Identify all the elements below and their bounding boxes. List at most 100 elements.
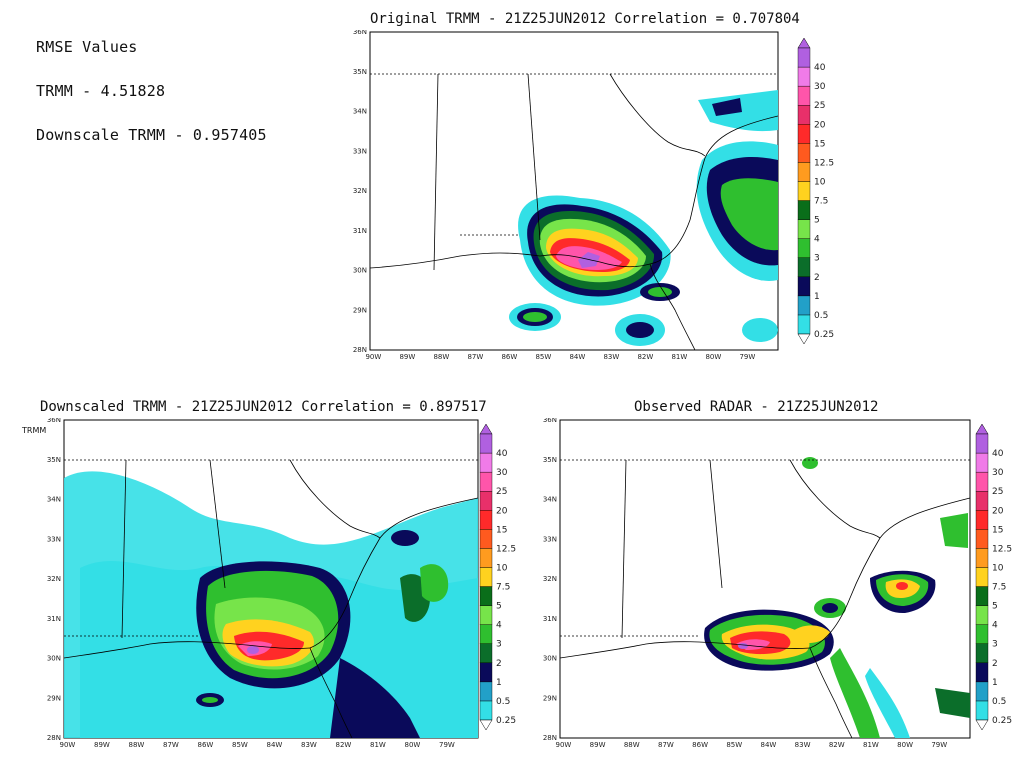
colorbar-level-label: 1 [814, 292, 820, 302]
colorbar-level-label: 2 [814, 273, 820, 283]
lat-tick-label: 30N [47, 655, 61, 663]
lon-tick-label: 80W [405, 741, 421, 749]
rmse-trmm: TRMM - 4.51828 [36, 82, 166, 100]
colorbar-level-label: 12.5 [992, 544, 1012, 554]
colorbar-level-label: 10 [992, 563, 1004, 573]
colorbar-level-label: 40 [992, 449, 1004, 459]
colorbar-level-label: 1 [992, 678, 998, 688]
lon-tick-label: 84W [760, 741, 776, 749]
lat-tick-label: 35N [47, 456, 61, 464]
lon-tick-label: 87W [467, 353, 483, 361]
lat-tick-label: 34N [47, 496, 61, 504]
coastlines-downscaled [63, 459, 479, 739]
lat-tick-label: 31N [353, 227, 367, 235]
colorbar-level-label: 5 [496, 602, 502, 612]
lat-tick-label: 35N [543, 456, 557, 464]
colorbar-level-label: 40 [814, 63, 826, 73]
lon-tick-label: 86W [198, 741, 214, 749]
axis-ticks-downscaled: 28N 29N 30N 31N 32N 33N 34N 35N 36N 90W 89W 88W 87W 8… [47, 418, 455, 749]
colorbar-level-label: 15 [992, 525, 1003, 535]
colorbar-level-label: 10 [496, 563, 508, 573]
radar-map [559, 419, 971, 739]
colorbar-level-label: 25 [496, 487, 507, 497]
lat-tick-label: 33N [47, 535, 61, 543]
lat-tick-label: 31N [47, 615, 61, 623]
lon-tick-label: 90W [365, 353, 381, 361]
colorbar-swatch [479, 433, 493, 454]
lon-tick-label: 87W [658, 741, 674, 749]
lon-tick-label: 81W [370, 741, 386, 749]
lat-tick-label: 28N [543, 734, 557, 742]
lat-tick-label: 35N [353, 68, 367, 76]
lon-tick-label: 83W [301, 741, 317, 749]
rmse-heading: RMSE Values [36, 38, 138, 56]
colorbar-level-label: 40 [496, 449, 508, 459]
colorbar-radar-swatches: 0.25 0.5 1 2 3 4 5 7.5 10 12.5 15 20 25 30 40 [975, 423, 1012, 731]
colorbar-original: 0.25 0.5 1 2 3 4 5 7.5 10 12.5 15 20 25 30 40 [797, 37, 834, 345]
lat-tick-label: 30N [543, 655, 557, 663]
lon-tick-label: 82W [829, 741, 845, 749]
colorbar-downscaled-swatches: 0.25 0.5 1 2 3 4 5 7.5 10 12.5 15 20 25 30 40 [479, 423, 516, 731]
colorbar-level-label: 0.5 [814, 311, 828, 321]
colorbar-level-label: 2 [992, 659, 998, 669]
colorbar-level-label: 25 [992, 487, 1003, 497]
precip-field-radar [704, 457, 970, 738]
lat-tick-label: 36N [353, 30, 367, 36]
lat-tick-label: 32N [543, 575, 557, 583]
lon-tick-label: 85W [232, 741, 248, 749]
lat-tick-label: 28N [353, 346, 367, 354]
colorbar-level-label: 20 [814, 120, 826, 130]
colorbar-level-label: 30 [814, 82, 826, 92]
lon-tick-label: 79W [439, 741, 455, 749]
colorbar-level-label: 7.5 [992, 583, 1006, 593]
lat-tick-label: 33N [543, 535, 557, 543]
lon-tick-label: 90W [60, 741, 76, 749]
colorbar-level-label: 3 [992, 640, 998, 650]
downscaled-panel-title: Downscaled TRMM - 21Z25JUN2012 Correlati… [40, 399, 487, 415]
axis-ticks-radar: 28N 29N 30N 31N 32N 33N 34N 35N 36N 90W 89W 88W 87W 8… [543, 418, 947, 749]
radar-panel-title: Observed RADAR - 21Z25JUN2012 [634, 399, 879, 415]
colorbar-level-label: 0.25 [814, 330, 834, 340]
colorbar-level-label: 2 [496, 659, 502, 669]
lon-tick-label: 84W [267, 741, 283, 749]
lon-tick-label: 89W [590, 741, 606, 749]
colorbar-bottom-arrow [479, 719, 493, 731]
lon-tick-label: 83W [603, 353, 619, 361]
lat-tick-label: 34N [543, 496, 557, 504]
lon-tick-label: 88W [624, 741, 640, 749]
precip-field-original [509, 90, 778, 346]
colorbar-level-label: 3 [496, 640, 502, 650]
colorbar-level-label: 30 [992, 468, 1004, 478]
lon-tick-label: 84W [569, 353, 585, 361]
lat-tick-label: 36N [543, 418, 557, 424]
lon-tick-label: 80W [705, 353, 721, 361]
lon-tick-label: 82W [637, 353, 653, 361]
lon-tick-label: 86W [692, 741, 708, 749]
colorbar-level-label: 0.25 [496, 716, 516, 726]
lat-tick-label: 31N [543, 615, 557, 623]
lat-tick-label: 32N [353, 187, 367, 195]
lat-tick-label: 28N [47, 734, 61, 742]
axis-ticks-original: 28N 29N 30N 31N 32N 33N 34N 35N 36N 90W 89W 88W 87W 8… [353, 30, 756, 361]
colorbar-level-label: 10 [814, 177, 826, 187]
coastlines-radar [559, 459, 971, 739]
lon-tick-label: 79W [931, 741, 947, 749]
original-panel-title: Original TRMM - 21Z25JUN2012 Correlation… [370, 11, 800, 27]
lat-tick-label: 33N [353, 147, 367, 155]
lat-tick-label: 32N [47, 575, 61, 583]
lon-tick-label: 82W [336, 741, 352, 749]
colorbar-level-label: 15 [814, 139, 825, 149]
lat-tick-label: 29N [543, 694, 557, 702]
lon-tick-label: 83W [795, 741, 811, 749]
lon-tick-label: 89W [94, 741, 110, 749]
lon-tick-label: 80W [897, 741, 913, 749]
lon-tick-label: 88W [433, 353, 449, 361]
colorbar-level-label: 30 [496, 468, 508, 478]
lat-tick-label: 29N [47, 694, 61, 702]
lon-tick-label: 89W [399, 353, 415, 361]
lat-tick-label: 30N [353, 267, 367, 275]
colorbar-level-label: 0.25 [992, 716, 1012, 726]
colorbar-level-label: 0.5 [496, 697, 510, 707]
lon-tick-label: 81W [863, 741, 879, 749]
lon-tick-label: 88W [129, 741, 145, 749]
